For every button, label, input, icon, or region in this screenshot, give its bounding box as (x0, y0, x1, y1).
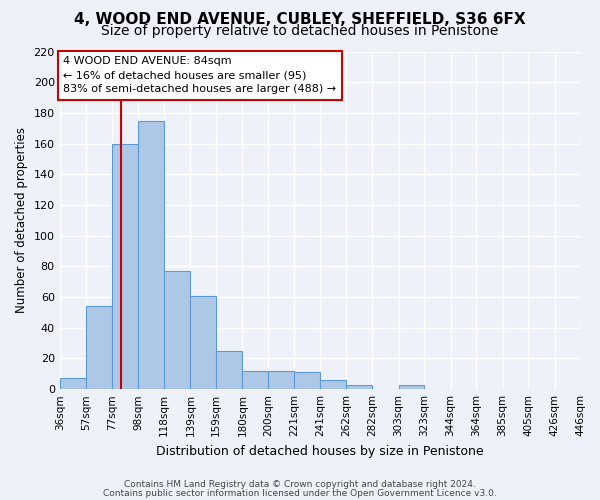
Bar (190, 296, 216, 389)
X-axis label: Distribution of detached houses by size in Penistone: Distribution of detached houses by size … (156, 444, 484, 458)
Text: Contains public sector information licensed under the Open Government Licence v3: Contains public sector information licen… (103, 488, 497, 498)
Bar (320, 380, 346, 389)
Text: 4 WOOD END AVENUE: 84sqm
← 16% of detached houses are smaller (95)
83% of semi-d: 4 WOOD END AVENUE: 84sqm ← 16% of detach… (64, 56, 337, 94)
Y-axis label: Number of detached properties: Number of detached properties (15, 128, 28, 314)
Text: Size of property relative to detached houses in Penistone: Size of property relative to detached ho… (101, 24, 499, 38)
Bar (268, 371, 295, 389)
Bar (242, 371, 268, 389)
Text: 4, WOOD END AVENUE, CUBLEY, SHEFFIELD, S36 6FX: 4, WOOD END AVENUE, CUBLEY, SHEFFIELD, S… (74, 12, 526, 28)
Text: Contains HM Land Registry data © Crown copyright and database right 2024.: Contains HM Land Registry data © Crown c… (124, 480, 476, 489)
Bar (164, 271, 190, 389)
Bar (112, 144, 139, 389)
Bar (346, 384, 372, 389)
Bar (398, 384, 424, 389)
Bar (295, 372, 320, 389)
Bar (86, 306, 112, 389)
Bar (216, 351, 242, 389)
Bar (139, 120, 164, 389)
Bar (59, 378, 86, 389)
